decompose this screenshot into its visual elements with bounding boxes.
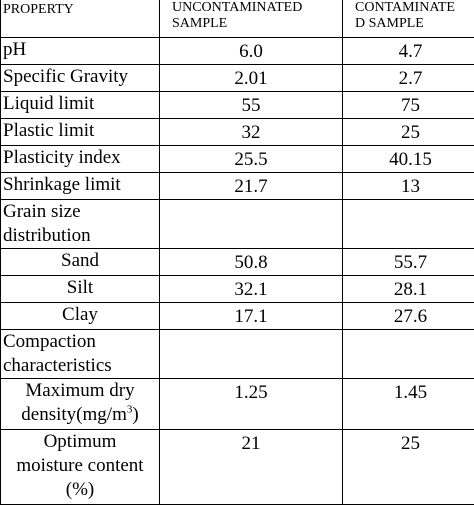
row-label: Shrinkage limit (1, 173, 160, 200)
uncontaminated-value: 25.5 (160, 146, 343, 173)
header-uncontaminated-line2: SAMPLE (172, 16, 340, 32)
contaminated-value: 13 (343, 173, 474, 200)
contaminated-value: 2.7 (343, 65, 474, 92)
contaminated-value: 1.45 (343, 379, 474, 430)
row-label: Plasticity index (1, 146, 160, 173)
uncontaminated-value: 2.01 (160, 65, 343, 92)
uncontaminated-value: 32.1 (160, 276, 343, 303)
row-label: Compaction characteristics (1, 330, 160, 379)
table-row-omc: Optimum moisture content (%) 21 25 (1, 430, 474, 505)
contaminated-value: 25 (343, 430, 474, 505)
contaminated-value: 27.6 (343, 303, 474, 330)
empty-cell (343, 330, 474, 379)
empty-cell (160, 330, 343, 379)
uncontaminated-value: 21.7 (160, 173, 343, 200)
row-label: Silt (1, 276, 160, 303)
table-row-shrinkage-limit: Shrinkage limit 21.7 13 (1, 173, 474, 200)
row-label: pH (1, 38, 160, 65)
contaminated-value: 28.1 (343, 276, 474, 303)
row-label: Plastic limit (1, 119, 160, 146)
row-label: Grain size distribution (1, 200, 160, 249)
label-line: moisture content (3, 454, 157, 478)
label-line: Optimum (3, 430, 157, 454)
empty-cell (160, 200, 343, 249)
table-row-plastic-limit: Plastic limit 32 25 (1, 119, 474, 146)
uncontaminated-value: 32 (160, 119, 343, 146)
uncontaminated-value: 1.25 (160, 379, 343, 430)
row-label: Clay (1, 303, 160, 330)
table-row-grain-size: Grain size distribution (1, 200, 474, 249)
table-row-compaction: Compaction characteristics (1, 330, 474, 379)
empty-cell (343, 200, 474, 249)
table-row-liquid-limit: Liquid limit 55 75 (1, 92, 474, 119)
table-row-silt: Silt 32.1 28.1 (1, 276, 474, 303)
contaminated-value: 4.7 (343, 38, 474, 65)
header-contaminated-line2: D SAMPLE (355, 16, 474, 32)
contaminated-value: 25 (343, 119, 474, 146)
header-uncontaminated-line1: UNCONTAMINATED (172, 0, 340, 16)
table-row-sand: Sand 50.8 55.7 (1, 249, 474, 276)
uncontaminated-value: 17.1 (160, 303, 343, 330)
table-row-clay: Clay 17.1 27.6 (1, 303, 474, 330)
contaminated-value: 75 (343, 92, 474, 119)
header-uncontaminated: UNCONTAMINATED SAMPLE (160, 0, 343, 38)
row-label: Optimum moisture content (%) (1, 430, 160, 505)
uncontaminated-value: 6.0 (160, 38, 343, 65)
table-row-plasticity-index: Plasticity index 25.5 40.15 (1, 146, 474, 173)
uncontaminated-value: 50.8 (160, 249, 343, 276)
header-contaminated: CONTAMINATE D SAMPLE (343, 0, 474, 38)
row-label: Maximum dry density(mg/m3) (1, 379, 160, 430)
row-label: Specific Gravity (1, 65, 160, 92)
label-text: ) (132, 404, 138, 425)
label-text: density(mg/m (21, 404, 127, 425)
header-contaminated-line1: CONTAMINATE (355, 0, 474, 16)
table-row-max-dry-density: Maximum dry density(mg/m3) 1.25 1.45 (1, 379, 474, 430)
contaminated-value: 55.7 (343, 249, 474, 276)
header-property-text: PROPERTY (3, 0, 157, 18)
contaminated-value: 40.15 (343, 146, 474, 173)
header-property: PROPERTY (1, 0, 160, 38)
label-line: density(mg/m3) (3, 403, 157, 427)
label-line: Maximum dry (3, 379, 157, 403)
header-row: PROPERTY UNCONTAMINATED SAMPLE CONTAMINA… (1, 0, 474, 38)
uncontaminated-value: 21 (160, 430, 343, 505)
uncontaminated-value: 55 (160, 92, 343, 119)
label-line: (%) (3, 478, 157, 502)
row-label: Liquid limit (1, 92, 160, 119)
row-label: Sand (1, 249, 160, 276)
table-row-specific-gravity: Specific Gravity 2.01 2.7 (1, 65, 474, 92)
table-row-ph: pH 6.0 4.7 (1, 38, 474, 65)
